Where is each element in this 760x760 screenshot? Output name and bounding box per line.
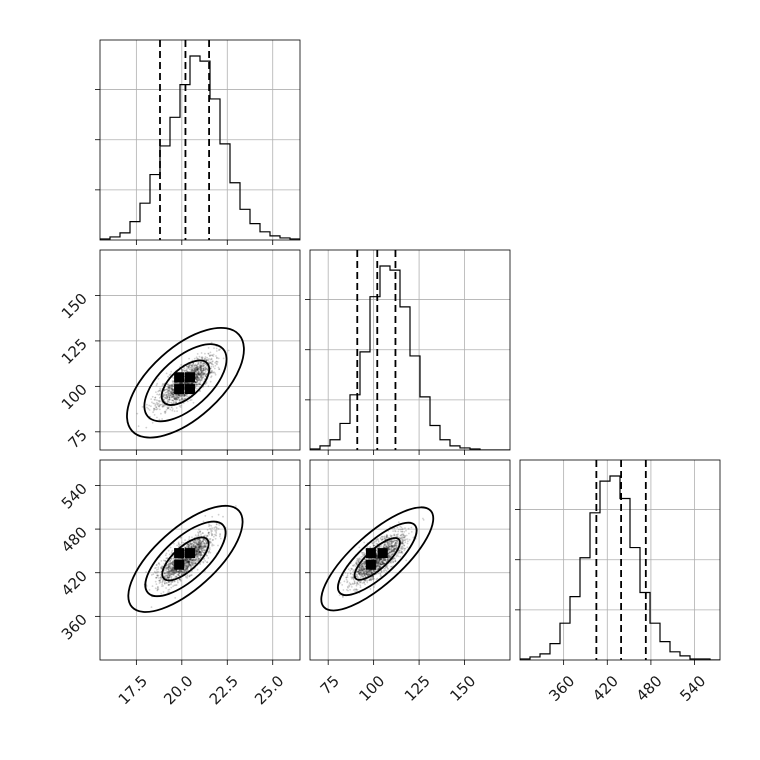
histogram-panel-3: 360 420 480 540 bbox=[515, 459, 721, 705]
histogram-panel-2 bbox=[305, 249, 511, 455]
density-contour-1 bbox=[320, 506, 435, 612]
x-tick-label: 125 bbox=[401, 672, 434, 705]
y-tick-label: 480 bbox=[58, 523, 91, 556]
x-tick-label: 480 bbox=[633, 672, 666, 705]
density-contour-2 bbox=[143, 343, 228, 423]
y-tick-label: 150 bbox=[58, 290, 91, 323]
density-peak-cell bbox=[185, 372, 195, 383]
histogram-outline bbox=[520, 475, 720, 660]
x-tick-label: 17.5 bbox=[115, 672, 151, 708]
histogram-panel-1 bbox=[95, 39, 301, 245]
histogram-outline bbox=[100, 55, 300, 240]
density-peak-cell bbox=[174, 384, 185, 395]
x-tick-label: 75 bbox=[317, 672, 343, 698]
density-panel-3: 75 100 125 150 bbox=[305, 459, 511, 705]
histogram-panel-3-plot-area bbox=[520, 460, 720, 660]
density-peak-cell bbox=[174, 372, 185, 383]
density-panel-3-plot-area bbox=[310, 460, 510, 660]
density-peak-cell bbox=[185, 548, 195, 559]
density-panel-1: 75 100 125 150 bbox=[58, 249, 301, 455]
y-tick-label: 75 bbox=[65, 426, 91, 452]
density-contour-1 bbox=[126, 326, 245, 439]
density-contour-1 bbox=[127, 504, 244, 613]
density-panel-2-plot-area bbox=[100, 460, 300, 660]
density-contour-2 bbox=[337, 521, 418, 596]
density-panel-2: 360 420 480 540 17.5 20.0 22.5 25.0 bbox=[58, 459, 301, 708]
histogram-panel-2-plot-area bbox=[310, 250, 510, 450]
density-contour-3 bbox=[160, 359, 211, 406]
y-tick-label: 420 bbox=[58, 567, 91, 600]
density-peak-cell bbox=[365, 559, 376, 570]
x-tick-label: 25.0 bbox=[251, 672, 287, 708]
density-peak-cell bbox=[174, 559, 185, 570]
panel-frame bbox=[99, 249, 301, 451]
x-tick-label: 150 bbox=[446, 672, 479, 705]
y-tick-label: 360 bbox=[58, 610, 91, 643]
x-tick-label: 540 bbox=[676, 672, 709, 705]
histogram-outline bbox=[310, 265, 510, 450]
density-panel-1-plot-area bbox=[100, 250, 300, 450]
x-tick-label: 20.0 bbox=[160, 672, 196, 708]
density-contour-2 bbox=[144, 520, 227, 598]
x-tick-label: 420 bbox=[589, 672, 622, 705]
y-tick-label: 540 bbox=[58, 480, 91, 513]
histogram-panel-1-plot-area bbox=[100, 40, 300, 240]
x-tick-label: 360 bbox=[545, 672, 578, 705]
density-peak-cell bbox=[185, 384, 195, 395]
y-tick-label: 100 bbox=[58, 380, 91, 413]
x-tick-label: 100 bbox=[355, 672, 388, 705]
y-tick-label: 125 bbox=[58, 335, 91, 368]
density-peak-cell bbox=[174, 548, 185, 559]
panel-frame bbox=[99, 459, 301, 661]
panel-frame bbox=[309, 459, 511, 661]
density-peak-cell bbox=[377, 548, 388, 559]
density-peak-cell bbox=[365, 548, 376, 559]
x-tick-label: 22.5 bbox=[206, 672, 242, 708]
